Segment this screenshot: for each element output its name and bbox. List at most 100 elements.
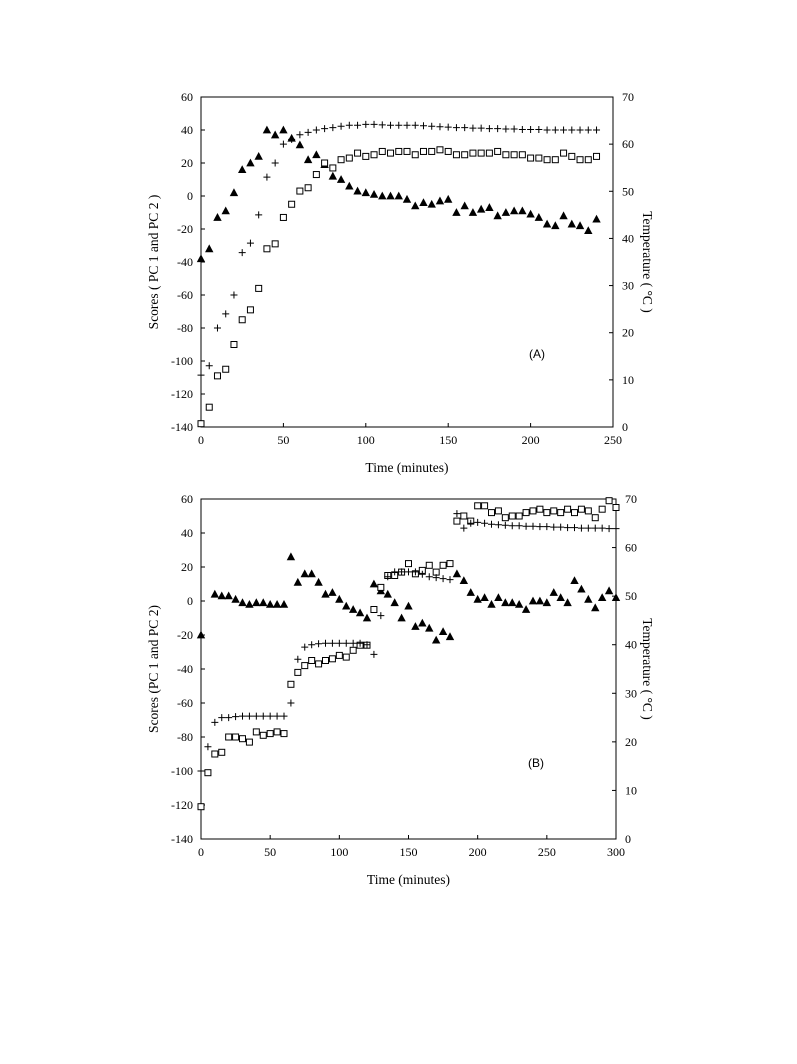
- triangle-point: [217, 591, 226, 600]
- y-left-tick-label: -40: [177, 255, 193, 269]
- plus-point: [494, 125, 502, 133]
- square-point: [605, 497, 613, 505]
- plus-point: [494, 521, 502, 529]
- square-point: [452, 151, 460, 159]
- square-point: [557, 509, 565, 517]
- y-right-axis-label: Temperature ( °C ): [640, 211, 655, 313]
- x-tick-label: 100: [357, 433, 375, 447]
- plus-point: [510, 125, 518, 133]
- triangle-point: [591, 603, 600, 612]
- square-point: [288, 200, 296, 208]
- plus-point: [577, 524, 585, 532]
- triangle-point: [534, 213, 544, 221]
- square-point: [535, 154, 543, 162]
- triangle-point: [196, 254, 206, 263]
- y-left-tick-label: -140: [171, 832, 193, 846]
- y-left-tick-label: 60: [181, 492, 193, 506]
- plus-point: [469, 124, 477, 132]
- square-point: [405, 560, 412, 568]
- plus-point: [460, 524, 468, 532]
- square-point: [273, 728, 281, 736]
- square-point: [444, 147, 452, 155]
- square-point: [301, 662, 309, 670]
- plus-point: [446, 576, 454, 584]
- plus-point: [288, 135, 296, 143]
- square-point: [329, 164, 337, 172]
- plus-point: [296, 131, 304, 139]
- square-point: [280, 730, 288, 738]
- triangle-point: [383, 589, 392, 598]
- triangle-point: [362, 613, 372, 622]
- square-point: [453, 517, 461, 525]
- plus-point: [439, 575, 447, 583]
- square-point: [446, 560, 454, 568]
- y-right-tick-label: 70: [622, 90, 634, 104]
- triangle-point: [542, 219, 552, 228]
- triangle-point: [542, 598, 552, 607]
- triangle-point: [348, 605, 358, 613]
- square-point: [266, 730, 274, 738]
- square-point: [263, 245, 271, 253]
- square-point: [510, 151, 518, 159]
- y-right-tick-label: 20: [625, 735, 637, 749]
- triangle-point: [328, 588, 337, 596]
- triangle-point: [487, 600, 496, 608]
- square-point: [425, 561, 433, 569]
- y-right-tick-label: 0: [625, 832, 631, 846]
- triangle-point: [480, 593, 489, 601]
- triangle-point: [508, 598, 517, 607]
- square-point: [550, 507, 558, 515]
- chart-panel-b: 0 50 100 150 200 250 300-140-120-100-80-60-40-…: [146, 492, 655, 887]
- square-point: [494, 147, 502, 155]
- y-right-tick-label: 0: [622, 420, 628, 434]
- triangle-point: [300, 569, 309, 578]
- triangle-point: [575, 221, 585, 230]
- square-point: [577, 505, 585, 513]
- triangle-point: [493, 211, 502, 220]
- y-left-tick-label: -60: [177, 696, 193, 710]
- triangle-point: [286, 552, 296, 561]
- plus-point: [571, 524, 578, 532]
- plus-point: [411, 121, 419, 129]
- square-point: [501, 514, 509, 522]
- plus-point: [391, 568, 399, 576]
- square-point: [576, 156, 584, 164]
- square-point: [342, 653, 350, 661]
- plus-point: [536, 523, 544, 531]
- plus-point: [432, 574, 440, 582]
- square-point: [436, 146, 444, 154]
- square-point: [308, 657, 316, 664]
- square-point: [439, 561, 447, 569]
- triangle-point: [509, 206, 519, 215]
- triangle-point: [514, 600, 524, 608]
- triangle-point: [246, 158, 255, 167]
- plus-point: [204, 743, 212, 751]
- x-tick-label: 50: [264, 845, 276, 859]
- square-point: [296, 187, 304, 195]
- panel-annotation: (B): [528, 756, 544, 770]
- square-point: [211, 750, 219, 758]
- square-point: [571, 509, 578, 517]
- square-point: [460, 512, 468, 520]
- plus-point: [485, 125, 493, 133]
- x-tick-label: 0: [198, 433, 204, 447]
- triangle-point: [501, 598, 510, 607]
- triangle-point: [394, 191, 403, 200]
- plus-point: [444, 123, 452, 131]
- square-point: [204, 769, 212, 777]
- plus-point: [255, 211, 263, 219]
- square-point: [315, 660, 323, 668]
- square-point: [218, 748, 226, 756]
- square-point: [461, 151, 469, 159]
- square-point: [598, 505, 606, 513]
- plus-point: [197, 767, 205, 775]
- plus-point: [501, 521, 509, 529]
- triangle-point: [444, 194, 453, 203]
- plus-point: [398, 568, 406, 576]
- plus-point: [322, 639, 329, 647]
- triangle-point: [345, 181, 354, 190]
- plus-point: [246, 239, 254, 247]
- triangle-point: [205, 244, 214, 253]
- triangle-point: [272, 600, 282, 608]
- square-point: [345, 154, 353, 162]
